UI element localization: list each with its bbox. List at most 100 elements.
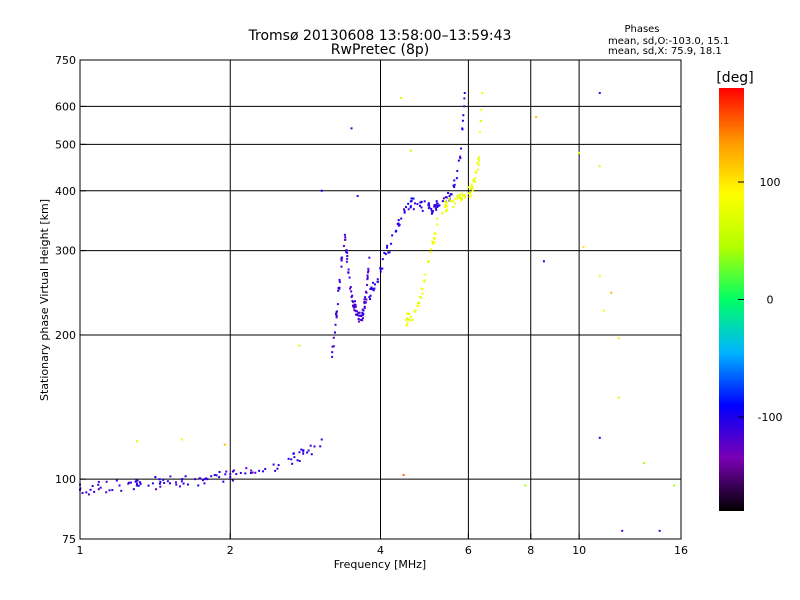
data-point: [206, 478, 209, 481]
trace-dot: [365, 298, 368, 301]
trace-dot: [456, 195, 459, 198]
trace-dot: [134, 480, 137, 483]
y-tick-label-200: 200: [55, 329, 76, 342]
x-tick-label-1: 1: [77, 544, 84, 557]
trace-dot: [350, 290, 353, 293]
trace-dot: [276, 467, 279, 470]
trace-dot: [388, 251, 391, 254]
grid-lines: [80, 60, 681, 539]
colorbar-tick-label--100: -100: [758, 411, 783, 424]
trace-dot: [169, 475, 172, 478]
y-tick-label-300: 300: [55, 245, 76, 258]
trace-dot: [335, 316, 338, 319]
trace-dot: [433, 204, 436, 207]
data-point: [350, 296, 353, 299]
trace-dot: [222, 480, 225, 483]
trace-dot: [91, 485, 94, 488]
trace-dot: [231, 470, 234, 473]
trace-dot: [458, 197, 461, 200]
trace-dot: [348, 276, 351, 279]
trace-dot: [462, 114, 465, 117]
trace-dot: [438, 204, 441, 207]
trace-dot: [184, 475, 187, 478]
data-point: [436, 223, 439, 226]
trace-dot: [461, 194, 464, 197]
trace-dot: [476, 162, 479, 165]
data-point: [344, 236, 347, 239]
trace-dot: [345, 249, 348, 252]
trace-dot: [215, 474, 218, 477]
trace-dot: [379, 266, 382, 269]
trace-dot: [245, 467, 248, 470]
trace-dot: [455, 177, 458, 180]
scatter-point: [617, 337, 620, 340]
trace-dot: [452, 205, 455, 208]
trace-dot: [338, 287, 341, 290]
colorbar-label: [deg]: [716, 70, 753, 86]
trace-dot: [416, 302, 419, 305]
trace-dot: [444, 210, 447, 213]
stats-o-line: mean, sd,O:-103.0, 15.1: [608, 36, 729, 47]
trace-dot: [302, 450, 305, 453]
trace-dot: [154, 476, 157, 479]
trace-dot: [258, 469, 261, 472]
scatter-point: [598, 165, 601, 168]
trace-dot: [353, 309, 356, 312]
scatter-point: [400, 96, 403, 99]
trace-dot: [340, 265, 343, 268]
trace-dot: [182, 482, 185, 485]
trace-dot: [340, 256, 343, 259]
trace-dot: [155, 488, 158, 491]
trace-dot: [307, 449, 310, 452]
trace-dot: [459, 157, 462, 160]
data-point: [118, 484, 121, 487]
trace-dot: [407, 208, 410, 211]
trace-dot: [128, 481, 131, 484]
trace-dot: [453, 186, 456, 189]
trace-dot: [361, 308, 364, 311]
trace-dot: [335, 314, 338, 317]
x-tick-label-16: 16: [674, 544, 688, 557]
scatter-point: [180, 438, 183, 441]
trace-dot: [420, 206, 423, 209]
data-point: [277, 464, 280, 467]
trace-dot: [385, 246, 388, 249]
trace-dot: [97, 488, 100, 491]
trace-dot: [427, 204, 430, 207]
trace-dot: [175, 483, 178, 486]
trace-dot: [414, 202, 417, 205]
trace-dot: [159, 480, 162, 483]
data-point: [452, 200, 455, 203]
trace-dot: [409, 206, 412, 209]
data-point: [229, 476, 232, 479]
chart-subtitle: RwPretec (8p): [331, 42, 429, 58]
data-point: [359, 318, 362, 321]
trace-dot: [432, 236, 435, 239]
trace-dot: [464, 194, 467, 197]
data-point: [452, 184, 455, 187]
trace-dot: [421, 292, 424, 295]
trace-dot: [351, 294, 354, 297]
trace-dot: [251, 471, 254, 474]
trace-dot: [430, 209, 433, 212]
trace-dot: [364, 301, 367, 304]
x-tick-label-10: 10: [572, 544, 586, 557]
y-tick-label-600: 600: [55, 100, 76, 113]
trace-dot: [434, 207, 437, 210]
trace-dot: [262, 470, 265, 473]
y-tick-label-75: 75: [62, 533, 76, 546]
data-point: [461, 119, 464, 122]
y-tick-label-400: 400: [55, 185, 76, 198]
trace-dot: [203, 478, 206, 481]
data-point: [249, 472, 252, 475]
data-point: [400, 217, 403, 220]
trace-dot: [454, 197, 457, 200]
trace-dot: [364, 296, 367, 299]
trace-dot: [423, 280, 426, 283]
data-point: [151, 482, 154, 485]
trace-dot: [429, 251, 432, 254]
data-point: [463, 91, 466, 94]
trace-dot: [406, 324, 409, 327]
trace-dot: [363, 306, 366, 309]
trace-dot: [347, 268, 350, 271]
